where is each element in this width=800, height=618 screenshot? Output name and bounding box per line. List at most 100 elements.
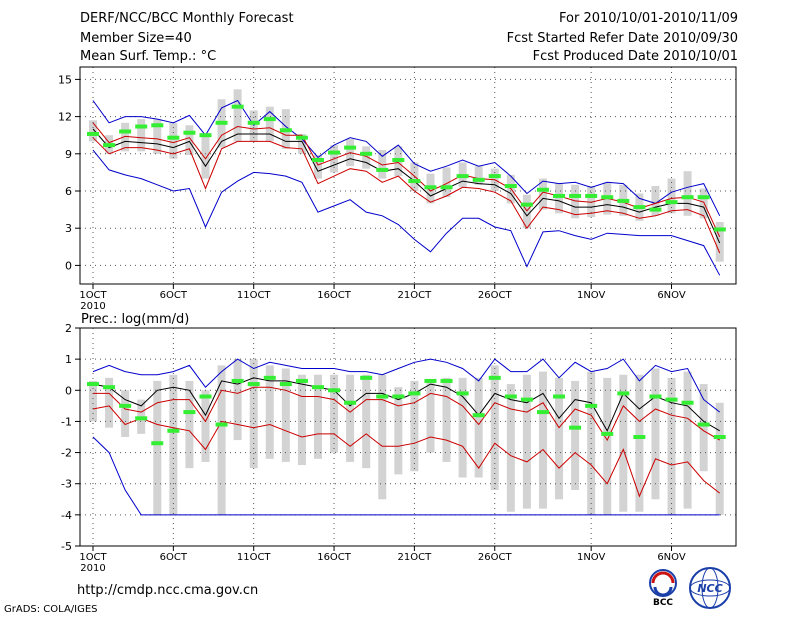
y-tick-label: 1 <box>65 353 72 366</box>
observed-marker <box>681 400 694 405</box>
observed-marker <box>119 129 132 134</box>
observed-marker <box>601 431 614 436</box>
ncc-logo: NCC <box>689 567 731 609</box>
median-line <box>92 377 720 432</box>
y-tick-label: -4 <box>61 509 72 522</box>
spread-box <box>538 371 547 509</box>
x-tick-label: 21OCT <box>398 290 433 301</box>
observed-marker <box>472 177 485 182</box>
spread-box <box>217 365 226 515</box>
spread-box <box>587 186 596 218</box>
spread-box <box>185 380 194 469</box>
spread-box <box>394 387 403 475</box>
observed-marker <box>536 187 549 192</box>
spread-box <box>458 377 467 478</box>
observed-marker <box>199 133 212 138</box>
spread-box <box>281 368 290 462</box>
x-tick-label: 26OCT <box>478 290 513 301</box>
spread-box <box>635 374 644 512</box>
observed-marker <box>617 391 630 396</box>
spread-box <box>346 374 355 462</box>
observed-marker <box>488 174 501 179</box>
x-tick-label: 6NOV <box>657 552 686 563</box>
spread-box <box>89 380 97 422</box>
observed-marker <box>135 124 148 129</box>
observed-marker <box>344 400 357 405</box>
y-tick-label: -3 <box>61 478 72 491</box>
observed-marker <box>263 117 276 122</box>
x-year-label: 2010 <box>80 301 105 312</box>
observed-marker <box>328 388 341 393</box>
bcc-logo-text: BCC <box>653 598 673 608</box>
observed-marker <box>713 227 726 232</box>
observed-marker <box>440 185 453 190</box>
outer-low-line <box>92 149 721 276</box>
observed-marker <box>649 394 662 399</box>
x-tick-label: 6OCT <box>160 552 188 563</box>
spread-box <box>683 171 692 216</box>
spread-box <box>378 374 387 500</box>
inner-low-line <box>92 137 721 254</box>
observed-marker <box>328 150 341 155</box>
observed-marker <box>504 394 517 399</box>
spread-box <box>233 89 242 142</box>
observed-marker <box>215 422 228 427</box>
source-url[interactable]: http://cmdp.ncc.cma.gov.cn <box>77 583 259 598</box>
forecast-start-label: Fcst Started Refer Date 2010/09/30 <box>506 31 738 46</box>
spread-box <box>555 377 564 500</box>
y-tick-label: 15 <box>58 73 72 86</box>
spread-box <box>201 133 210 179</box>
observed-marker <box>569 193 582 198</box>
spread-box <box>522 374 531 509</box>
observed-marker <box>408 391 421 396</box>
outer-low-line <box>92 436 720 516</box>
spread-box <box>538 178 547 210</box>
observed-marker <box>360 151 373 156</box>
observed-marker <box>183 130 196 135</box>
observed-marker <box>87 131 99 136</box>
x-tick-label: 6NOV <box>657 290 686 301</box>
spread-box <box>683 371 692 509</box>
chart-title: DERF/NCC/BCC Monthly Forecast <box>80 11 294 26</box>
spread-box <box>105 377 114 428</box>
observed-marker <box>103 143 116 148</box>
spread-box <box>474 377 483 478</box>
observed-marker <box>633 435 646 439</box>
observed-marker <box>456 174 469 179</box>
plot-frame <box>79 66 737 285</box>
observed-marker <box>119 403 132 408</box>
spread-box <box>699 384 708 472</box>
observed-marker <box>279 382 292 387</box>
observed-marker <box>392 158 405 162</box>
y-tick-label: 0 <box>65 259 72 272</box>
y-tick-label: -5 <box>61 540 72 553</box>
spread-box <box>265 106 274 142</box>
observed-marker <box>504 184 517 189</box>
spread-box <box>362 146 371 169</box>
spread-box <box>506 384 515 512</box>
observed-marker <box>697 195 710 200</box>
spread-box <box>201 390 210 462</box>
bcc-logo: BCC <box>649 569 677 608</box>
observed-marker <box>697 422 710 427</box>
variable-label: Mean Surf. Temp.: °C <box>80 49 217 64</box>
spread-box <box>169 374 178 515</box>
observed-marker <box>247 382 260 387</box>
y-tick-label: -1 <box>61 415 72 428</box>
observed-marker <box>536 410 549 415</box>
y-tick-label: 6 <box>65 185 72 198</box>
spread-box <box>313 374 322 459</box>
forecast-produced-label: Fcst Produced Date 2010/10/01 <box>532 49 738 64</box>
spread-box <box>490 365 499 490</box>
observed-marker <box>585 403 598 408</box>
spread-box <box>442 167 451 198</box>
spread-box <box>362 374 371 469</box>
spread-box <box>121 390 130 437</box>
y-tick-label: 3 <box>65 222 72 235</box>
spread-box <box>474 166 483 185</box>
observed-marker <box>311 158 324 162</box>
spread-box <box>169 122 178 159</box>
x-tick-label: 16OCT <box>317 552 352 563</box>
